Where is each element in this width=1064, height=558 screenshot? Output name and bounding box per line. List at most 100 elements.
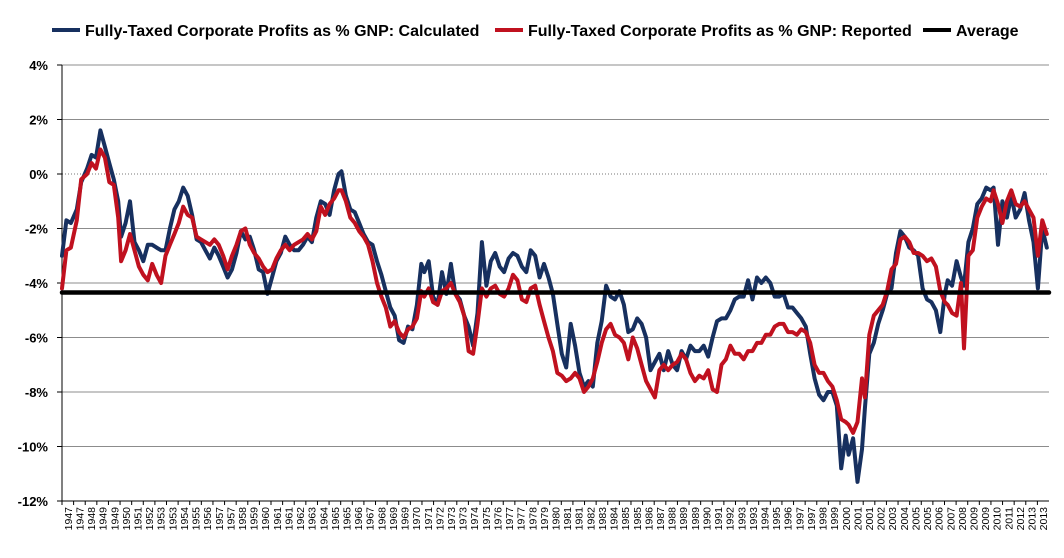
x-tick-label: 1956 bbox=[202, 507, 214, 531]
x-tick-label: 1953 bbox=[156, 507, 168, 531]
x-tick-label: 1993 bbox=[736, 507, 748, 531]
y-tick-label: -4% bbox=[25, 276, 49, 291]
x-tick-label: 2005 bbox=[910, 507, 922, 531]
legend-label: Fully-Taxed Corporate Profits as % GNP: … bbox=[85, 23, 479, 40]
x-tick-label: 1996 bbox=[783, 507, 795, 531]
x-tick-label: 1949 bbox=[109, 507, 121, 531]
x-tick-label: 1986 bbox=[643, 507, 655, 531]
x-tick-label: 1995 bbox=[771, 507, 783, 531]
y-tick-label: 0% bbox=[29, 167, 48, 182]
x-tick-label: 2010 bbox=[992, 507, 1004, 531]
y-tick-label: 4% bbox=[29, 58, 48, 73]
x-tick-label: 1960 bbox=[260, 507, 272, 531]
x-tick-label: 2007 bbox=[945, 507, 957, 531]
x-tick-label: 2013 bbox=[1038, 507, 1050, 531]
x-tick-label: 1970 bbox=[411, 507, 423, 531]
y-tick-label: -10% bbox=[18, 440, 49, 455]
x-tick-label: 1964 bbox=[318, 507, 330, 531]
x-tick-label: 1963 bbox=[307, 507, 319, 531]
x-tick-label: 1965 bbox=[341, 507, 353, 531]
y-tick-label: -2% bbox=[25, 222, 49, 237]
x-tick-label: 1999 bbox=[829, 507, 841, 531]
x-tick-label: 1965 bbox=[330, 507, 342, 531]
x-tick-label: 2006 bbox=[934, 507, 946, 531]
x-tick-label: 1968 bbox=[376, 507, 388, 531]
x-tick-label: 1997 bbox=[806, 507, 818, 531]
x-tick-label: 1977 bbox=[516, 507, 528, 531]
x-tick-label: 2012 bbox=[1015, 507, 1027, 531]
x-tick-label: 1961 bbox=[283, 507, 295, 531]
x-tick-label: 1979 bbox=[539, 507, 551, 531]
x-tick-label: 1950 bbox=[121, 507, 133, 531]
x-tick-label: 2001 bbox=[852, 507, 864, 531]
x-tick-label: 1957 bbox=[225, 507, 237, 531]
x-tick-label: 1992 bbox=[725, 507, 737, 531]
series-line bbox=[60, 147, 1049, 435]
x-tick-label: 1958 bbox=[237, 507, 249, 531]
x-tick-label: 1947 bbox=[63, 507, 75, 531]
x-tick-label: 1983 bbox=[597, 507, 609, 531]
x-tick-label: 1993 bbox=[748, 507, 760, 531]
x-tick-label: 1998 bbox=[818, 507, 830, 531]
y-axis: 4% 2% 0% -2% -4% -6% -8% -10% -12% bbox=[18, 58, 63, 509]
x-tick-label: 2005 bbox=[922, 507, 934, 531]
x-tick-label: 2008 bbox=[957, 507, 969, 531]
x-tick-label: 1947 bbox=[74, 507, 86, 531]
x-tick-label: 1975 bbox=[481, 507, 493, 531]
x-tick-label: 1969 bbox=[388, 507, 400, 531]
x-tick-label: 1989 bbox=[678, 507, 690, 531]
x-tick-label: 1990 bbox=[701, 507, 713, 531]
legend: Fully-Taxed Corporate Profits as % GNP: … bbox=[52, 23, 1019, 40]
x-tick-label: 1952 bbox=[144, 507, 156, 531]
x-tick-label: 1974 bbox=[469, 507, 481, 531]
x-tick-label: 1994 bbox=[760, 507, 772, 531]
x-tick-label: 1971 bbox=[423, 507, 435, 531]
x-tick-label: 1966 bbox=[353, 507, 365, 531]
x-tick-label: 1977 bbox=[504, 507, 516, 531]
x-tick-label: 1982 bbox=[585, 507, 597, 531]
x-tick-label: 1997 bbox=[794, 507, 806, 531]
x-tick-label: 2003 bbox=[887, 507, 899, 531]
x-axis: 1947 1947 1948 1949 1949 1950 1951 1952 1953 1953… bbox=[61, 500, 1050, 531]
x-tick-label: 1978 bbox=[527, 507, 539, 531]
x-tick-label: 1980 bbox=[551, 507, 563, 531]
x-tick-label: 2000 bbox=[841, 507, 853, 531]
x-tick-label: 1984 bbox=[609, 507, 621, 531]
gridlines bbox=[62, 64, 1049, 502]
y-tick-label: 2% bbox=[29, 113, 48, 128]
series-lines bbox=[59, 128, 1052, 484]
x-tick-label: 1973 bbox=[446, 507, 458, 531]
x-tick-label: 1981 bbox=[562, 507, 574, 531]
x-tick-label: 1989 bbox=[690, 507, 702, 531]
x-tick-label: 1961 bbox=[272, 507, 284, 531]
x-tick-label: 2002 bbox=[876, 507, 888, 531]
x-tick-label: 1957 bbox=[214, 507, 226, 531]
y-tick-label: -8% bbox=[25, 385, 49, 400]
x-tick-label: 1953 bbox=[167, 507, 179, 531]
y-tick-label: -12% bbox=[18, 494, 49, 509]
x-tick-label: 1954 bbox=[179, 507, 191, 531]
x-tick-label: 1967 bbox=[365, 507, 377, 531]
x-tick-label: 1955 bbox=[191, 507, 203, 531]
x-tick-label: 1985 bbox=[620, 507, 632, 531]
x-tick-label: 2009 bbox=[969, 507, 981, 531]
x-tick-label: 1987 bbox=[655, 507, 667, 531]
x-tick-label: 1981 bbox=[574, 507, 586, 531]
series-line bbox=[60, 128, 1049, 484]
x-tick-label: 1972 bbox=[434, 507, 446, 531]
x-tick-label: 2004 bbox=[899, 507, 911, 531]
x-tick-label: 1949 bbox=[98, 507, 110, 531]
legend-label: Average bbox=[956, 23, 1019, 40]
x-tick-label: 1962 bbox=[295, 507, 307, 531]
x-tick-label: 1976 bbox=[492, 507, 504, 531]
x-tick-label: 1959 bbox=[249, 507, 261, 531]
x-tick-label: 2011 bbox=[1003, 507, 1015, 530]
x-tick-label: 1948 bbox=[86, 507, 98, 531]
x-tick-label: 1988 bbox=[667, 507, 679, 531]
x-tick-label: 2013 bbox=[1027, 507, 1039, 531]
x-tick-label: 1973 bbox=[458, 507, 470, 531]
y-tick-label: -6% bbox=[25, 331, 49, 346]
x-tick-label: 1985 bbox=[632, 507, 644, 531]
